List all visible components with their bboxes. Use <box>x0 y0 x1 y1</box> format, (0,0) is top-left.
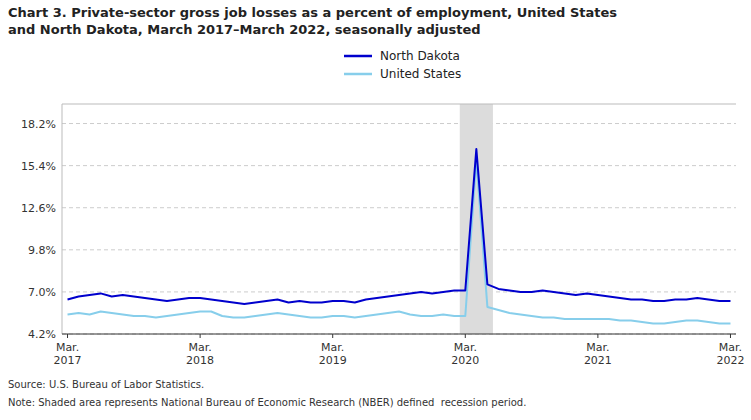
legend-swatch <box>344 55 372 58</box>
grid-line <box>62 249 736 250</box>
x-axis: Mar.2017 Mar.2018 Mar.2019 Mar.2020 Mar.2021… <box>54 334 745 367</box>
chart: Chart 3. Private-sector gross job losses… <box>0 0 751 420</box>
x-tick-label: Mar.2021 <box>584 341 612 367</box>
x-tick <box>200 334 201 338</box>
legend-swatch <box>344 73 372 76</box>
legend: North Dakota United States <box>344 49 461 81</box>
source: Source: U.S. Bureau of Labor Statistics. <box>8 379 204 390</box>
recession-shading <box>460 104 493 334</box>
grid-line <box>62 207 736 208</box>
y-tick-label: 15.4% <box>21 160 56 173</box>
y-tick-label: 9.8% <box>28 244 56 257</box>
x-tick <box>332 334 333 338</box>
x-tick <box>67 334 68 338</box>
y-tick-label: 12.6% <box>21 202 56 215</box>
plot-area <box>68 104 731 334</box>
x-tick-label: Mar.2017 <box>54 341 82 367</box>
y-axis: 4.2% 7.0% 9.8% 12.6% 15.4% 18.2% <box>21 118 736 341</box>
grid-line <box>62 334 736 335</box>
series-line <box>68 149 731 304</box>
subtitle: and North Dakota, March 2017–March 2022,… <box>8 22 481 37</box>
x-tick <box>465 334 466 338</box>
x-tick-label: Mar.2018 <box>186 341 214 367</box>
y-tick-label: 4.2% <box>28 328 56 341</box>
plot-frame-left <box>62 104 63 334</box>
title: Chart 3. Private-sector gross job losses… <box>8 5 617 20</box>
y-tick-label: 7.0% <box>28 286 56 299</box>
x-tick <box>597 334 598 338</box>
x-tick-label: Mar.2019 <box>319 341 347 367</box>
x-tick-label: Mar.2022 <box>716 341 744 367</box>
grid-line <box>62 291 736 292</box>
x-tick <box>730 334 731 338</box>
y-tick-label: 18.2% <box>21 118 56 131</box>
x-tick-label: Mar.2020 <box>451 341 479 367</box>
legend-label: United States <box>380 67 461 81</box>
plot-frame-top <box>62 104 736 105</box>
grid-line <box>62 165 736 166</box>
legend-label: North Dakota <box>380 49 460 63</box>
grid-line <box>62 123 736 124</box>
x-axis-line <box>62 334 736 335</box>
note: Note: Shaded area represents National Bu… <box>8 397 526 408</box>
